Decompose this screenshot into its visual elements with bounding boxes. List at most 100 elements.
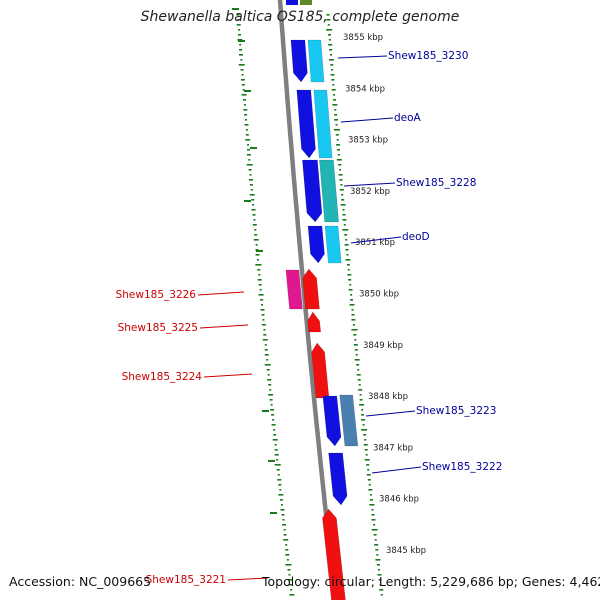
forward-feature-bar[interactable] [339,394,359,447]
gene-label[interactable]: Shew185_3223 [416,405,496,417]
gc-mark [266,359,269,361]
gc-mark [369,504,375,506]
gc-mark [371,529,378,531]
gc-mark [364,449,368,451]
forward-cds-arrow[interactable] [290,39,308,83]
gc-mark [336,144,341,146]
gc-mark [249,179,253,181]
forward-cds-arrow[interactable] [307,225,325,264]
gc-peak [268,460,275,462]
forward-cds-arrow[interactable] [296,89,316,159]
gc-mark [354,359,360,361]
gc-mark [254,229,257,231]
gc-mark [274,464,281,466]
forward-cds-arrow[interactable] [328,452,348,506]
gc-mark [286,559,289,561]
forward-feature-bar[interactable] [307,39,325,83]
forward-cds-arrow[interactable] [322,395,342,447]
gc-mark [339,169,342,171]
gc-mark [361,414,365,416]
gc-mark [340,184,343,186]
gc-mark [348,279,352,281]
gene-label[interactable]: Shew185_3222 [422,461,502,473]
gene-label[interactable]: Shew185_3230 [388,50,468,62]
gc-mark [261,324,266,326]
forward-feature-bar[interactable] [300,0,312,5]
gc-mark [373,534,377,536]
gc-mark [330,64,334,66]
gc-peak [262,410,269,412]
gc-mark [339,179,343,181]
gc-mark [342,229,349,231]
gc-mark [261,314,265,316]
gc-mark [264,364,271,366]
reverse-cds-arrow[interactable] [302,268,320,310]
gc-mark [277,474,280,476]
forward-cds-arrow[interactable] [302,159,323,223]
gc-mark [285,544,288,546]
gc-mark [336,159,342,161]
gc-mark [369,494,372,496]
gene-label[interactable]: Shew185_3225 [118,322,198,334]
kbp-tick-label: 3854 kbp [345,84,385,94]
gc-mark [289,584,293,586]
reverse-cds-arrow[interactable] [307,311,321,333]
accession-text: Accession: NC_009665 [9,574,152,589]
gc-mark [252,214,256,216]
gc-mark [274,454,279,456]
kbp-tick-label: 3855 kbp [343,33,383,43]
gc-peak [232,8,239,10]
gc-mark [333,129,340,131]
gc-mark [352,324,355,326]
gene-label[interactable]: deoD [402,231,430,243]
kbp-tick-label: 3848 kbp [368,392,408,402]
gc-mark [255,254,260,256]
gc-peak [238,40,245,42]
gc-mark [346,264,350,266]
gc-mark [364,459,370,461]
reverse-feature-bar[interactable] [285,269,303,310]
gc-mark [283,539,289,541]
gc-mark [331,69,334,71]
kbp-tick-label: 3852 kbp [350,187,390,197]
gc-mark [255,249,259,251]
gene-label[interactable]: deoA [394,112,422,124]
gene-label[interactable]: Shew185_3221 [146,574,226,586]
gene-label[interactable]: Shew185_3224 [122,371,203,383]
forward-feature-bar[interactable] [313,89,333,159]
gc-mark [358,384,361,386]
forward-feature-bar[interactable] [324,225,342,264]
gc-mark [359,399,363,401]
gc-mark [255,264,262,266]
gc-mark [268,384,272,386]
gc-mark [335,134,339,136]
gc-mark [355,354,358,356]
reverse-cds-arrow[interactable] [322,508,346,600]
gc-mark [377,574,382,576]
gc-mark [367,479,371,481]
gc-mark [240,79,245,81]
gc-mark [238,34,241,36]
gc-mark [274,444,277,446]
gc-mark [328,34,331,36]
gc-mark [290,589,293,591]
gc-mark [248,159,251,161]
gc-mark [263,329,266,331]
forward-feature-bar[interactable] [319,159,339,223]
gc-mark [333,94,336,96]
gc-mark [282,524,287,526]
gc-mark [363,444,368,446]
forward-cds-arrow[interactable] [286,0,298,5]
gc-mark [333,99,336,101]
gc-mark [361,409,364,411]
gc-mark [244,114,248,116]
gene-label[interactable]: Shew185_3228 [396,177,476,189]
gc-mark [285,564,292,566]
gc-mark [329,49,333,51]
gc-mark [378,579,382,581]
gc-mark [264,344,267,346]
gc-mark [344,234,348,236]
gc-mark [345,239,348,241]
reverse-cds-arrow[interactable] [311,342,330,399]
gene-label[interactable]: Shew185_3226 [116,289,197,301]
